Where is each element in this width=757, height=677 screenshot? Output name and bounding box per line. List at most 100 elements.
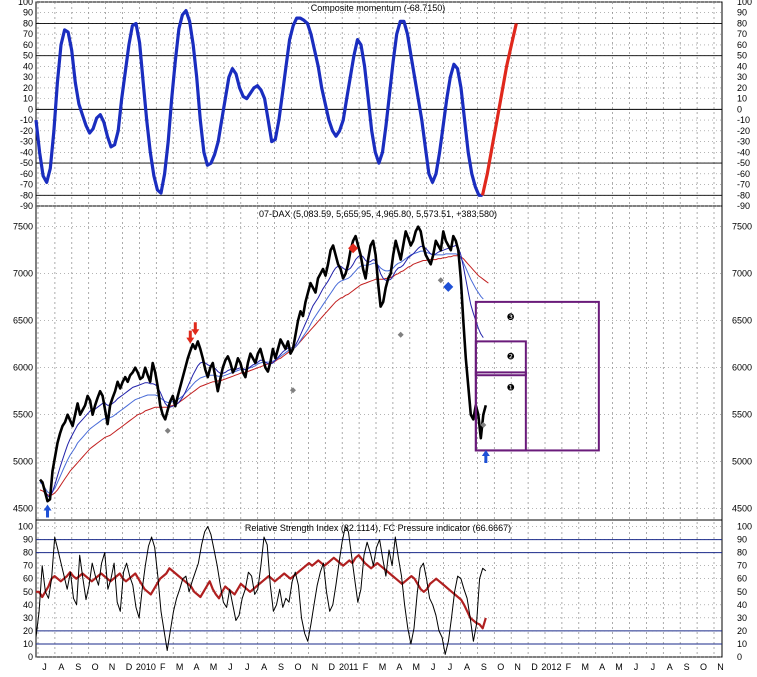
x-tick-label: 2011 bbox=[339, 662, 358, 672]
momentum-y-tick-left: 90 bbox=[23, 8, 33, 18]
rsi-y-tick-left: 40 bbox=[23, 600, 33, 610]
momentum-y-tick-left: -90 bbox=[20, 201, 33, 211]
sell-arrow-marker bbox=[186, 330, 195, 344]
momentum-y-tick-left: 20 bbox=[23, 83, 33, 93]
momentum-y-tick-right: 40 bbox=[737, 61, 747, 71]
price-y-tick-right: 6000 bbox=[732, 363, 752, 373]
momentum-y-tick-left: -70 bbox=[20, 180, 33, 190]
x-tick-label: D bbox=[531, 662, 538, 672]
x-tick-label: D bbox=[329, 662, 336, 672]
rsi-y-tick-right: 0 bbox=[737, 652, 742, 662]
x-tick-label: S bbox=[75, 662, 81, 672]
rsi-y-tick-right: 90 bbox=[737, 535, 747, 545]
momentum-y-tick-left: 0 bbox=[28, 104, 33, 114]
x-tick-label: A bbox=[667, 662, 673, 672]
x-tick-label: O bbox=[497, 662, 504, 672]
x-tick-label: 2010 bbox=[136, 662, 156, 672]
momentum-y-tick-right: 100 bbox=[737, 0, 752, 7]
rsi-y-tick-right: 80 bbox=[737, 548, 747, 558]
price-y-tick-right: 7000 bbox=[732, 269, 752, 279]
projection-box-label: ❷ bbox=[507, 351, 515, 361]
momentum-y-tick-right: 60 bbox=[737, 40, 747, 50]
x-tick-label: N bbox=[312, 662, 319, 672]
rsi-y-tick-right: 10 bbox=[737, 639, 747, 649]
momentum-y-tick-left: 100 bbox=[18, 0, 33, 7]
price-title: 07-DAX (5,083.59, 5,655.95, 4,965.80, 5,… bbox=[259, 209, 497, 219]
x-tick-label: M bbox=[615, 662, 623, 672]
blue-diamond-marker bbox=[443, 281, 454, 292]
momentum-y-tick-right: 70 bbox=[737, 29, 747, 39]
moving-average-fast bbox=[39, 245, 484, 498]
x-tick-label: J bbox=[42, 662, 47, 672]
rsi-y-tick-left: 80 bbox=[23, 548, 33, 558]
x-tick-label: 2012 bbox=[541, 662, 561, 672]
buy-arrow-marker bbox=[43, 504, 52, 518]
x-tick-label: N bbox=[109, 662, 116, 672]
x-tick-label: J bbox=[228, 662, 233, 672]
momentum-y-tick-left: 80 bbox=[23, 18, 33, 28]
projection-box-label: ❸ bbox=[507, 312, 515, 322]
momentum-y-tick-right: 80 bbox=[737, 18, 747, 28]
x-tick-label: A bbox=[599, 662, 605, 672]
x-tick-label: O bbox=[92, 662, 99, 672]
projection-box-label: ❶ bbox=[507, 382, 515, 392]
rsi-y-tick-left: 100 bbox=[18, 522, 33, 532]
momentum-y-tick-right: 90 bbox=[737, 8, 747, 18]
rsi-y-tick-right: 70 bbox=[737, 561, 747, 571]
x-tick-label: A bbox=[464, 662, 470, 672]
projection-box-3 bbox=[474, 300, 600, 452]
x-tick-label: J bbox=[431, 662, 436, 672]
momentum-y-tick-right: -30 bbox=[737, 137, 750, 147]
price-line bbox=[39, 225, 488, 503]
momentum-y-tick-left: -20 bbox=[20, 126, 33, 136]
price-y-tick-left: 7000 bbox=[13, 269, 33, 279]
red-diamond-marker bbox=[348, 243, 359, 254]
rsi-y-tick-left: 90 bbox=[23, 535, 33, 545]
grey-diamond-marker bbox=[289, 387, 296, 394]
momentum-y-tick-left: 30 bbox=[23, 72, 33, 82]
momentum-y-tick-left: -30 bbox=[20, 137, 33, 147]
rsi-y-tick-right: 60 bbox=[737, 574, 747, 584]
momentum-line bbox=[34, 9, 483, 197]
x-tick-label: A bbox=[261, 662, 267, 672]
rsi-y-tick-right: 100 bbox=[737, 522, 752, 532]
price-y-tick-right: 5500 bbox=[732, 410, 752, 420]
momentum-y-tick-left: 10 bbox=[23, 94, 33, 104]
momentum-y-tick-right: 0 bbox=[737, 104, 742, 114]
x-tick-label: O bbox=[700, 662, 707, 672]
price-y-tick-left: 7500 bbox=[13, 222, 33, 232]
x-tick-label: J bbox=[651, 662, 656, 672]
momentum-y-tick-right: -70 bbox=[737, 180, 750, 190]
pressure-line bbox=[36, 554, 487, 630]
rsi-y-tick-left: 50 bbox=[23, 587, 33, 597]
momentum-y-tick-right: -20 bbox=[737, 126, 750, 136]
price-y-tick-right: 4500 bbox=[732, 504, 752, 514]
x-tick-label: S bbox=[481, 662, 487, 672]
x-tick-label: A bbox=[58, 662, 64, 672]
x-tick-label: F bbox=[160, 662, 166, 672]
momentum-y-tick-right: -60 bbox=[737, 169, 750, 179]
price-y-tick-right: 6500 bbox=[732, 316, 752, 326]
price-y-tick-left: 4500 bbox=[13, 504, 33, 514]
rsi-y-tick-right: 20 bbox=[737, 626, 747, 636]
momentum-y-tick-right: -80 bbox=[737, 190, 750, 200]
panel-frame-3 bbox=[35, 519, 723, 658]
grey-diamond-marker bbox=[397, 331, 404, 338]
x-tick-label: A bbox=[194, 662, 200, 672]
price-y-tick-left: 6500 bbox=[13, 316, 33, 326]
rsi-y-tick-right: 40 bbox=[737, 600, 747, 610]
sell-arrow-marker bbox=[191, 322, 200, 336]
momentum-y-tick-right: -50 bbox=[737, 158, 750, 168]
x-tick-label: S bbox=[278, 662, 284, 672]
rsi-title: Relative Strength Index (32.1114), FC Pr… bbox=[245, 523, 511, 533]
price-y-tick-right: 7500 bbox=[732, 222, 752, 232]
momentum-y-tick-left: -60 bbox=[20, 169, 33, 179]
price-y-tick-left: 5500 bbox=[13, 410, 33, 420]
grey-diamond-marker bbox=[480, 422, 487, 429]
momentum-y-tick-right: -10 bbox=[737, 115, 750, 125]
x-tick-label: M bbox=[379, 662, 387, 672]
momentum-y-tick-left: 70 bbox=[23, 29, 33, 39]
momentum-y-tick-right: 20 bbox=[737, 83, 747, 93]
momentum-y-tick-right: 30 bbox=[737, 72, 747, 82]
